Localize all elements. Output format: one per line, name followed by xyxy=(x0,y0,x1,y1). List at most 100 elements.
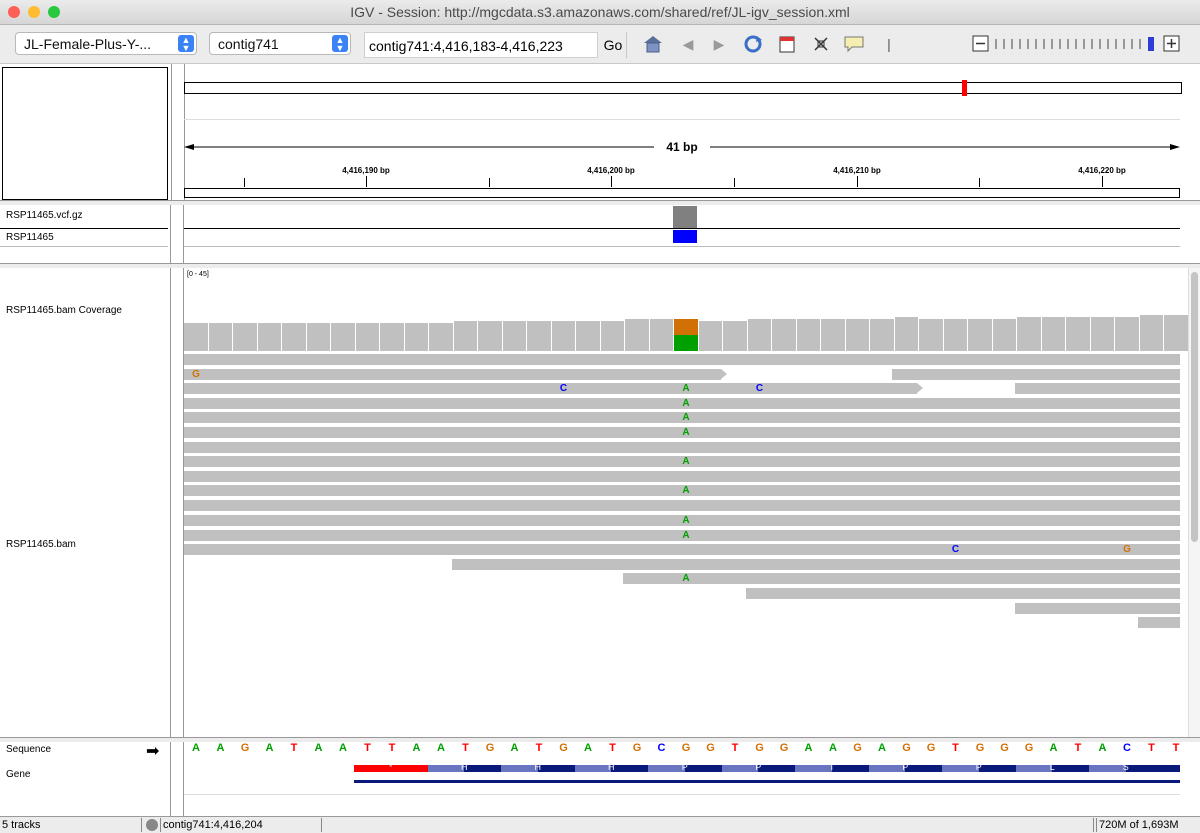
coverage-bar[interactable] xyxy=(404,323,429,351)
aligned-read[interactable] xyxy=(184,456,1180,467)
minimize-window-button[interactable] xyxy=(28,6,40,18)
zoom-slider[interactable] xyxy=(972,35,1184,53)
ruler[interactable]: 41 bp 4,416,190 bp 4,416,200 bp 4,416,21… xyxy=(184,119,1180,200)
coverage-bar[interactable] xyxy=(1090,317,1115,351)
coverage-bar[interactable] xyxy=(992,319,1017,351)
coverage-bar[interactable] xyxy=(233,323,258,351)
aligned-read[interactable] xyxy=(184,427,1180,438)
mismatch-base[interactable]: C xyxy=(951,544,960,555)
chromosome-select[interactable]: contig741 ▲ ▼ xyxy=(209,32,351,55)
home-icon[interactable] xyxy=(642,34,664,54)
coverage-bar[interactable] xyxy=(380,323,405,351)
coverage-bar[interactable] xyxy=(208,323,233,351)
mismatch-base[interactable]: G xyxy=(192,369,200,380)
coverage-bar[interactable] xyxy=(527,321,552,351)
coverage-bar[interactable] xyxy=(796,319,821,351)
aligned-read[interactable] xyxy=(184,515,1180,526)
coverage-bar[interactable] xyxy=(576,321,601,351)
gene-track-name[interactable]: Gene xyxy=(6,769,31,780)
coverage-bar[interactable] xyxy=(625,319,650,351)
coverage-bar[interactable] xyxy=(184,323,209,351)
scrollbar-thumb[interactable] xyxy=(1191,272,1198,542)
popup-info-icon[interactable] xyxy=(843,34,865,54)
coverage-bar[interactable] xyxy=(698,321,723,351)
aligned-read[interactable] xyxy=(623,573,1180,584)
coverage-bar[interactable] xyxy=(821,319,846,351)
refresh-icon[interactable] xyxy=(742,34,764,54)
coverage-bar-allele-g[interactable] xyxy=(674,319,699,335)
coverage-bar[interactable] xyxy=(1115,317,1140,351)
coverage-bar[interactable] xyxy=(600,321,625,351)
zoom-window-button[interactable] xyxy=(48,6,60,18)
coverage-bar[interactable] xyxy=(919,319,944,351)
aligned-read[interactable] xyxy=(184,471,1180,482)
go-button[interactable]: Go xyxy=(600,32,627,58)
coverage-bar[interactable] xyxy=(723,321,748,351)
mismatch-base[interactable]: A xyxy=(682,515,690,526)
resize-icon[interactable] xyxy=(810,34,832,54)
coverage-bar[interactable] xyxy=(870,319,895,351)
coverage-bar[interactable] xyxy=(502,321,527,351)
coverage-bar[interactable] xyxy=(478,321,503,351)
aligned-read[interactable] xyxy=(1138,617,1180,628)
sequence-track-name[interactable]: Sequence xyxy=(6,744,52,755)
genotype-call[interactable] xyxy=(673,230,697,243)
coverage-bar[interactable] xyxy=(894,317,919,351)
aligned-read[interactable] xyxy=(184,412,1180,423)
vcf-track-name[interactable]: RSP11465.vcf.gz xyxy=(6,210,83,221)
roi-icon[interactable] xyxy=(776,34,798,54)
mismatch-base[interactable]: G xyxy=(1123,544,1131,555)
coverage-bar[interactable] xyxy=(355,323,380,351)
aligned-read[interactable] xyxy=(746,588,1180,599)
mismatch-base[interactable]: A xyxy=(682,412,690,423)
coverage-bar[interactable] xyxy=(453,321,478,351)
coverage-bar[interactable] xyxy=(968,319,993,351)
sample-track-name[interactable]: RSP11465 xyxy=(6,232,54,243)
coverage-bar[interactable] xyxy=(429,323,454,351)
mismatch-base[interactable]: A xyxy=(682,398,690,409)
aligned-read[interactable] xyxy=(184,398,1180,409)
coverage-track-name[interactable]: RSP11465.bam Coverage xyxy=(6,305,122,316)
coverage-bar[interactable] xyxy=(1017,317,1042,351)
aligned-read[interactable] xyxy=(1015,603,1180,614)
locus-input[interactable]: contig741:4,416,183-4,416,223 xyxy=(364,32,598,58)
mismatch-base[interactable]: A xyxy=(682,573,690,584)
coverage-bar[interactable] xyxy=(257,323,282,351)
coverage-bar[interactable] xyxy=(747,319,772,351)
aligned-read[interactable] xyxy=(184,530,1180,541)
mismatch-base[interactable]: C xyxy=(755,383,764,394)
aligned-read[interactable] xyxy=(184,383,917,394)
mismatch-base[interactable]: A xyxy=(682,530,690,541)
mismatch-base[interactable]: A xyxy=(682,383,690,394)
aligned-read[interactable] xyxy=(184,544,1180,555)
coverage-bar[interactable] xyxy=(943,319,968,351)
coverage-bar[interactable] xyxy=(772,319,797,351)
aligned-read[interactable] xyxy=(184,354,1180,365)
coverage-bar[interactable] xyxy=(1139,315,1164,351)
coverage-bar[interactable] xyxy=(282,323,307,351)
mismatch-base[interactable]: A xyxy=(682,485,690,496)
coverage-bar-allele-a[interactable] xyxy=(674,335,699,351)
coverage-bar[interactable] xyxy=(1041,317,1066,351)
aligned-read[interactable] xyxy=(892,369,1180,380)
coverage-bar[interactable] xyxy=(551,321,576,351)
variant-site[interactable] xyxy=(673,206,697,228)
strand-arrow-icon[interactable]: ➡ xyxy=(146,743,160,760)
coverage-bar[interactable] xyxy=(649,319,674,351)
close-window-button[interactable] xyxy=(8,6,20,18)
genome-select[interactable]: JL-Female-Plus-Y-... ▲ ▼ xyxy=(15,32,197,55)
aligned-read[interactable] xyxy=(184,500,1180,511)
coverage-bar[interactable] xyxy=(331,323,356,351)
coverage-bar[interactable] xyxy=(845,319,870,351)
aligned-read[interactable] xyxy=(184,442,1180,453)
forward-icon[interactable]: ▶ xyxy=(713,36,725,52)
coverage-bar[interactable] xyxy=(306,323,331,351)
coverage-bar[interactable] xyxy=(1066,317,1091,351)
aligned-read[interactable] xyxy=(184,369,721,380)
chromosome-ideogram[interactable] xyxy=(184,82,1182,94)
coverage-bar[interactable] xyxy=(1164,315,1189,351)
aligned-read[interactable] xyxy=(452,559,1180,570)
mismatch-base[interactable]: A xyxy=(682,456,690,467)
aligned-read[interactable] xyxy=(1015,383,1180,394)
aligned-read[interactable] xyxy=(184,485,1180,496)
